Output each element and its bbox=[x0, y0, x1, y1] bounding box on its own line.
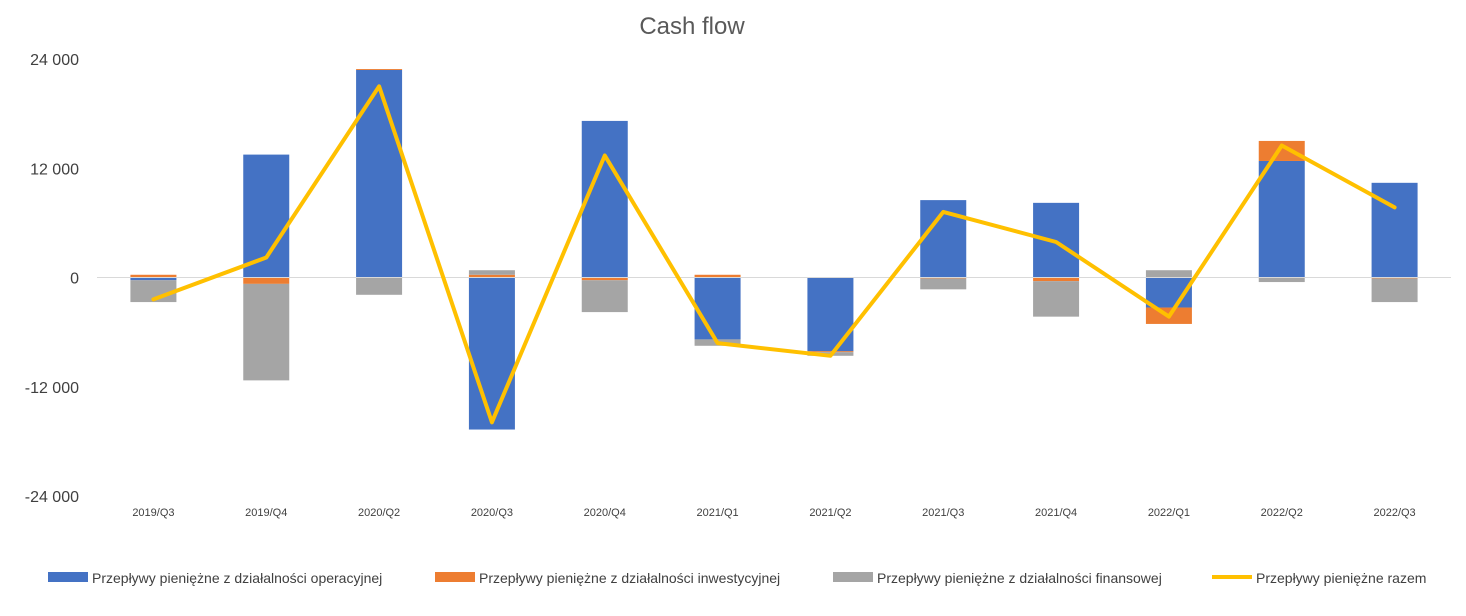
bar-segment-series-1 bbox=[468, 274, 515, 278]
bar-segment-series-1 bbox=[1258, 140, 1305, 161]
line-series-group bbox=[151, 84, 1397, 425]
x-tick-label: 2022/Q3 bbox=[1373, 507, 1415, 519]
x-tick-label: 2019/Q4 bbox=[245, 507, 287, 519]
bar-segment-series-2 bbox=[1145, 270, 1192, 278]
total-cash-flow-line bbox=[151, 84, 1397, 425]
bar-segment-series-2 bbox=[920, 278, 967, 290]
x-tick-label: 2021/Q2 bbox=[809, 507, 851, 519]
bar-segment-series-1 bbox=[807, 351, 854, 353]
bar-segment-series-0 bbox=[807, 277, 854, 352]
bar-segment-series-1 bbox=[130, 274, 177, 278]
bar-segment-series-0 bbox=[694, 277, 741, 340]
legend: Przepływy pieniężne z działalności opera… bbox=[48, 570, 1426, 586]
bar-segment-series-0 bbox=[356, 69, 403, 278]
bar-segment-series-1 bbox=[356, 69, 403, 70]
legend-swatch bbox=[48, 572, 88, 582]
x-tick-label: 2020/Q4 bbox=[584, 507, 626, 519]
bar-segment-series-2 bbox=[468, 270, 515, 275]
x-tick-label: 2022/Q2 bbox=[1261, 507, 1303, 519]
y-tick-label: 24 000 bbox=[30, 52, 79, 69]
legend-swatch bbox=[833, 572, 873, 582]
x-tick-label: 2021/Q4 bbox=[1035, 507, 1077, 519]
bar-segment-series-2 bbox=[356, 277, 403, 295]
bar-segment-series-2 bbox=[1033, 281, 1080, 317]
legend-swatch bbox=[435, 572, 475, 582]
bar-segment-series-0 bbox=[130, 277, 177, 281]
legend-label: Przepływy pieniężne z działalności opera… bbox=[92, 570, 382, 586]
chart-title: Cash flow bbox=[639, 13, 745, 40]
y-tick-label: 0 bbox=[70, 271, 79, 288]
x-tick-label: 2020/Q2 bbox=[358, 507, 400, 519]
bar-segment-series-1 bbox=[1033, 277, 1080, 282]
bar-series-group bbox=[130, 69, 1418, 430]
x-tick-label: 2021/Q3 bbox=[922, 507, 964, 519]
y-axis: 24 000 12 000 0 -12 000 -24 000 bbox=[25, 52, 79, 506]
x-tick-label: 2022/Q1 bbox=[1148, 507, 1190, 519]
bar-segment-series-2 bbox=[243, 283, 290, 381]
y-tick-label: -12 000 bbox=[25, 380, 79, 397]
bar-segment-series-2 bbox=[1371, 278, 1418, 303]
x-tick-label: 2021/Q1 bbox=[696, 507, 738, 519]
bar-segment-series-0 bbox=[468, 277, 515, 430]
bar-segment-series-2 bbox=[581, 280, 628, 313]
x-tick-label: 2020/Q3 bbox=[471, 507, 513, 519]
legend-label: Przepływy pieniężne z działalności finan… bbox=[877, 570, 1162, 586]
bar-segment-series-0 bbox=[581, 120, 628, 278]
bar-segment-series-0 bbox=[1258, 160, 1305, 278]
bar-segment-series-1 bbox=[581, 277, 628, 281]
y-tick-label: 12 000 bbox=[30, 161, 79, 178]
bar-segment-series-2 bbox=[1258, 277, 1305, 283]
x-tick-label: 2019/Q3 bbox=[132, 507, 174, 519]
bar-segment-series-1 bbox=[243, 277, 290, 284]
legend-label: Przepływy pieniężne z działalności inwes… bbox=[479, 570, 780, 586]
legend-label: Przepływy pieniężne razem bbox=[1256, 570, 1426, 586]
y-tick-label: -24 000 bbox=[25, 489, 79, 506]
bar-segment-series-1 bbox=[694, 274, 741, 278]
x-axis: 2019/Q3 2019/Q4 2020/Q2 2020/Q3 2020/Q4 2021/… bbox=[132, 507, 1415, 519]
